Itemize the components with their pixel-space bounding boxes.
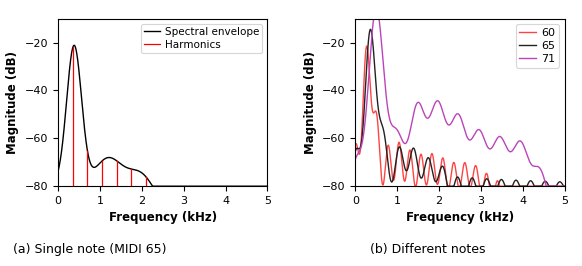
65 xyxy=(534,185,541,188)
Line: 65: 65 xyxy=(356,29,565,186)
71 xyxy=(388,123,395,126)
Y-axis label: Magnitude (dB): Magnitude (dB) xyxy=(304,51,317,154)
Spectral envelope xyxy=(135,169,142,173)
65 xyxy=(376,114,383,117)
60 xyxy=(388,169,395,173)
Spectral envelope xyxy=(260,185,267,188)
Text: (b) Different notes: (b) Different notes xyxy=(370,243,485,256)
71 xyxy=(543,185,550,188)
60 xyxy=(534,185,541,188)
65 xyxy=(367,28,374,31)
Legend: 60, 65, 71: 60, 65, 71 xyxy=(516,24,559,68)
60 xyxy=(376,144,383,147)
71 xyxy=(441,116,448,119)
60 xyxy=(441,165,448,168)
Text: (a) Single note (MIDI 65): (a) Single note (MIDI 65) xyxy=(13,243,167,256)
71 xyxy=(370,17,377,20)
Line: 71: 71 xyxy=(356,19,565,186)
71 xyxy=(432,101,439,104)
60 xyxy=(557,185,564,188)
Line: Spectral envelope: Spectral envelope xyxy=(58,45,268,186)
Spectral envelope xyxy=(144,177,151,180)
71 xyxy=(376,19,383,22)
Spectral envelope xyxy=(70,44,77,47)
65 xyxy=(432,180,439,183)
71 xyxy=(534,165,541,168)
65 xyxy=(388,180,395,184)
Y-axis label: Magnitude (dB): Magnitude (dB) xyxy=(6,51,19,154)
Spectral envelope xyxy=(237,185,244,188)
X-axis label: Frequency (kHz): Frequency (kHz) xyxy=(406,211,514,225)
71 xyxy=(352,157,359,161)
Line: 60: 60 xyxy=(356,46,565,186)
Spectral envelope xyxy=(79,103,86,106)
Spectral envelope xyxy=(149,185,156,188)
71 xyxy=(557,185,564,188)
71 xyxy=(561,185,568,188)
Spectral envelope xyxy=(264,185,271,188)
65 xyxy=(444,185,451,188)
60 xyxy=(352,144,359,147)
60 xyxy=(363,44,370,48)
Spectral envelope xyxy=(91,166,98,169)
65 xyxy=(561,185,568,188)
65 xyxy=(441,170,448,173)
Spectral envelope xyxy=(55,169,62,172)
X-axis label: Frequency (kHz): Frequency (kHz) xyxy=(109,211,217,225)
65 xyxy=(557,180,564,184)
60 xyxy=(411,185,418,188)
65 xyxy=(352,150,359,153)
Legend: Spectral envelope, Harmonics: Spectral envelope, Harmonics xyxy=(141,24,262,53)
60 xyxy=(561,185,568,188)
60 xyxy=(432,176,439,179)
